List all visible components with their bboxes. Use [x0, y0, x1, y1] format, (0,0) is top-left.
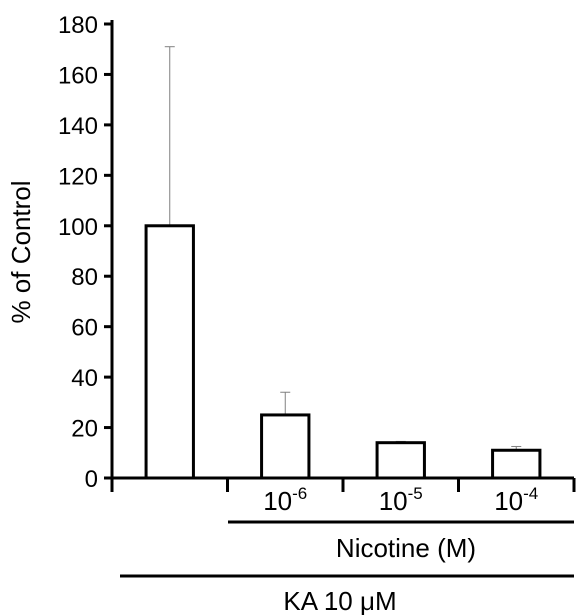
y-tick-label: 140 — [58, 113, 98, 140]
y-tick-label: 120 — [58, 163, 98, 190]
y-tick-label: 60 — [71, 315, 98, 342]
x-tick-label: 10-6 — [263, 484, 307, 516]
x-tick-label: 10-4 — [494, 484, 538, 516]
x-tick-label: 10-5 — [379, 484, 423, 516]
bar — [375, 441, 426, 480]
y-axis-label: % of Control — [6, 180, 36, 323]
y-tick-label: 100 — [58, 214, 98, 241]
ka-group-label: KA 10 μM — [283, 586, 396, 616]
nicotine-group-label: Nicotine (M) — [336, 533, 476, 563]
bar — [144, 224, 195, 480]
y-tick-label: 160 — [58, 62, 98, 89]
y-tick-label: 20 — [71, 416, 98, 443]
y-tick-label: 40 — [71, 365, 98, 392]
y-tick-label: 180 — [58, 12, 98, 39]
bar — [260, 413, 311, 480]
y-tick-label: 0 — [85, 466, 98, 493]
y-tick-label: 80 — [71, 264, 98, 291]
bar — [491, 448, 542, 480]
